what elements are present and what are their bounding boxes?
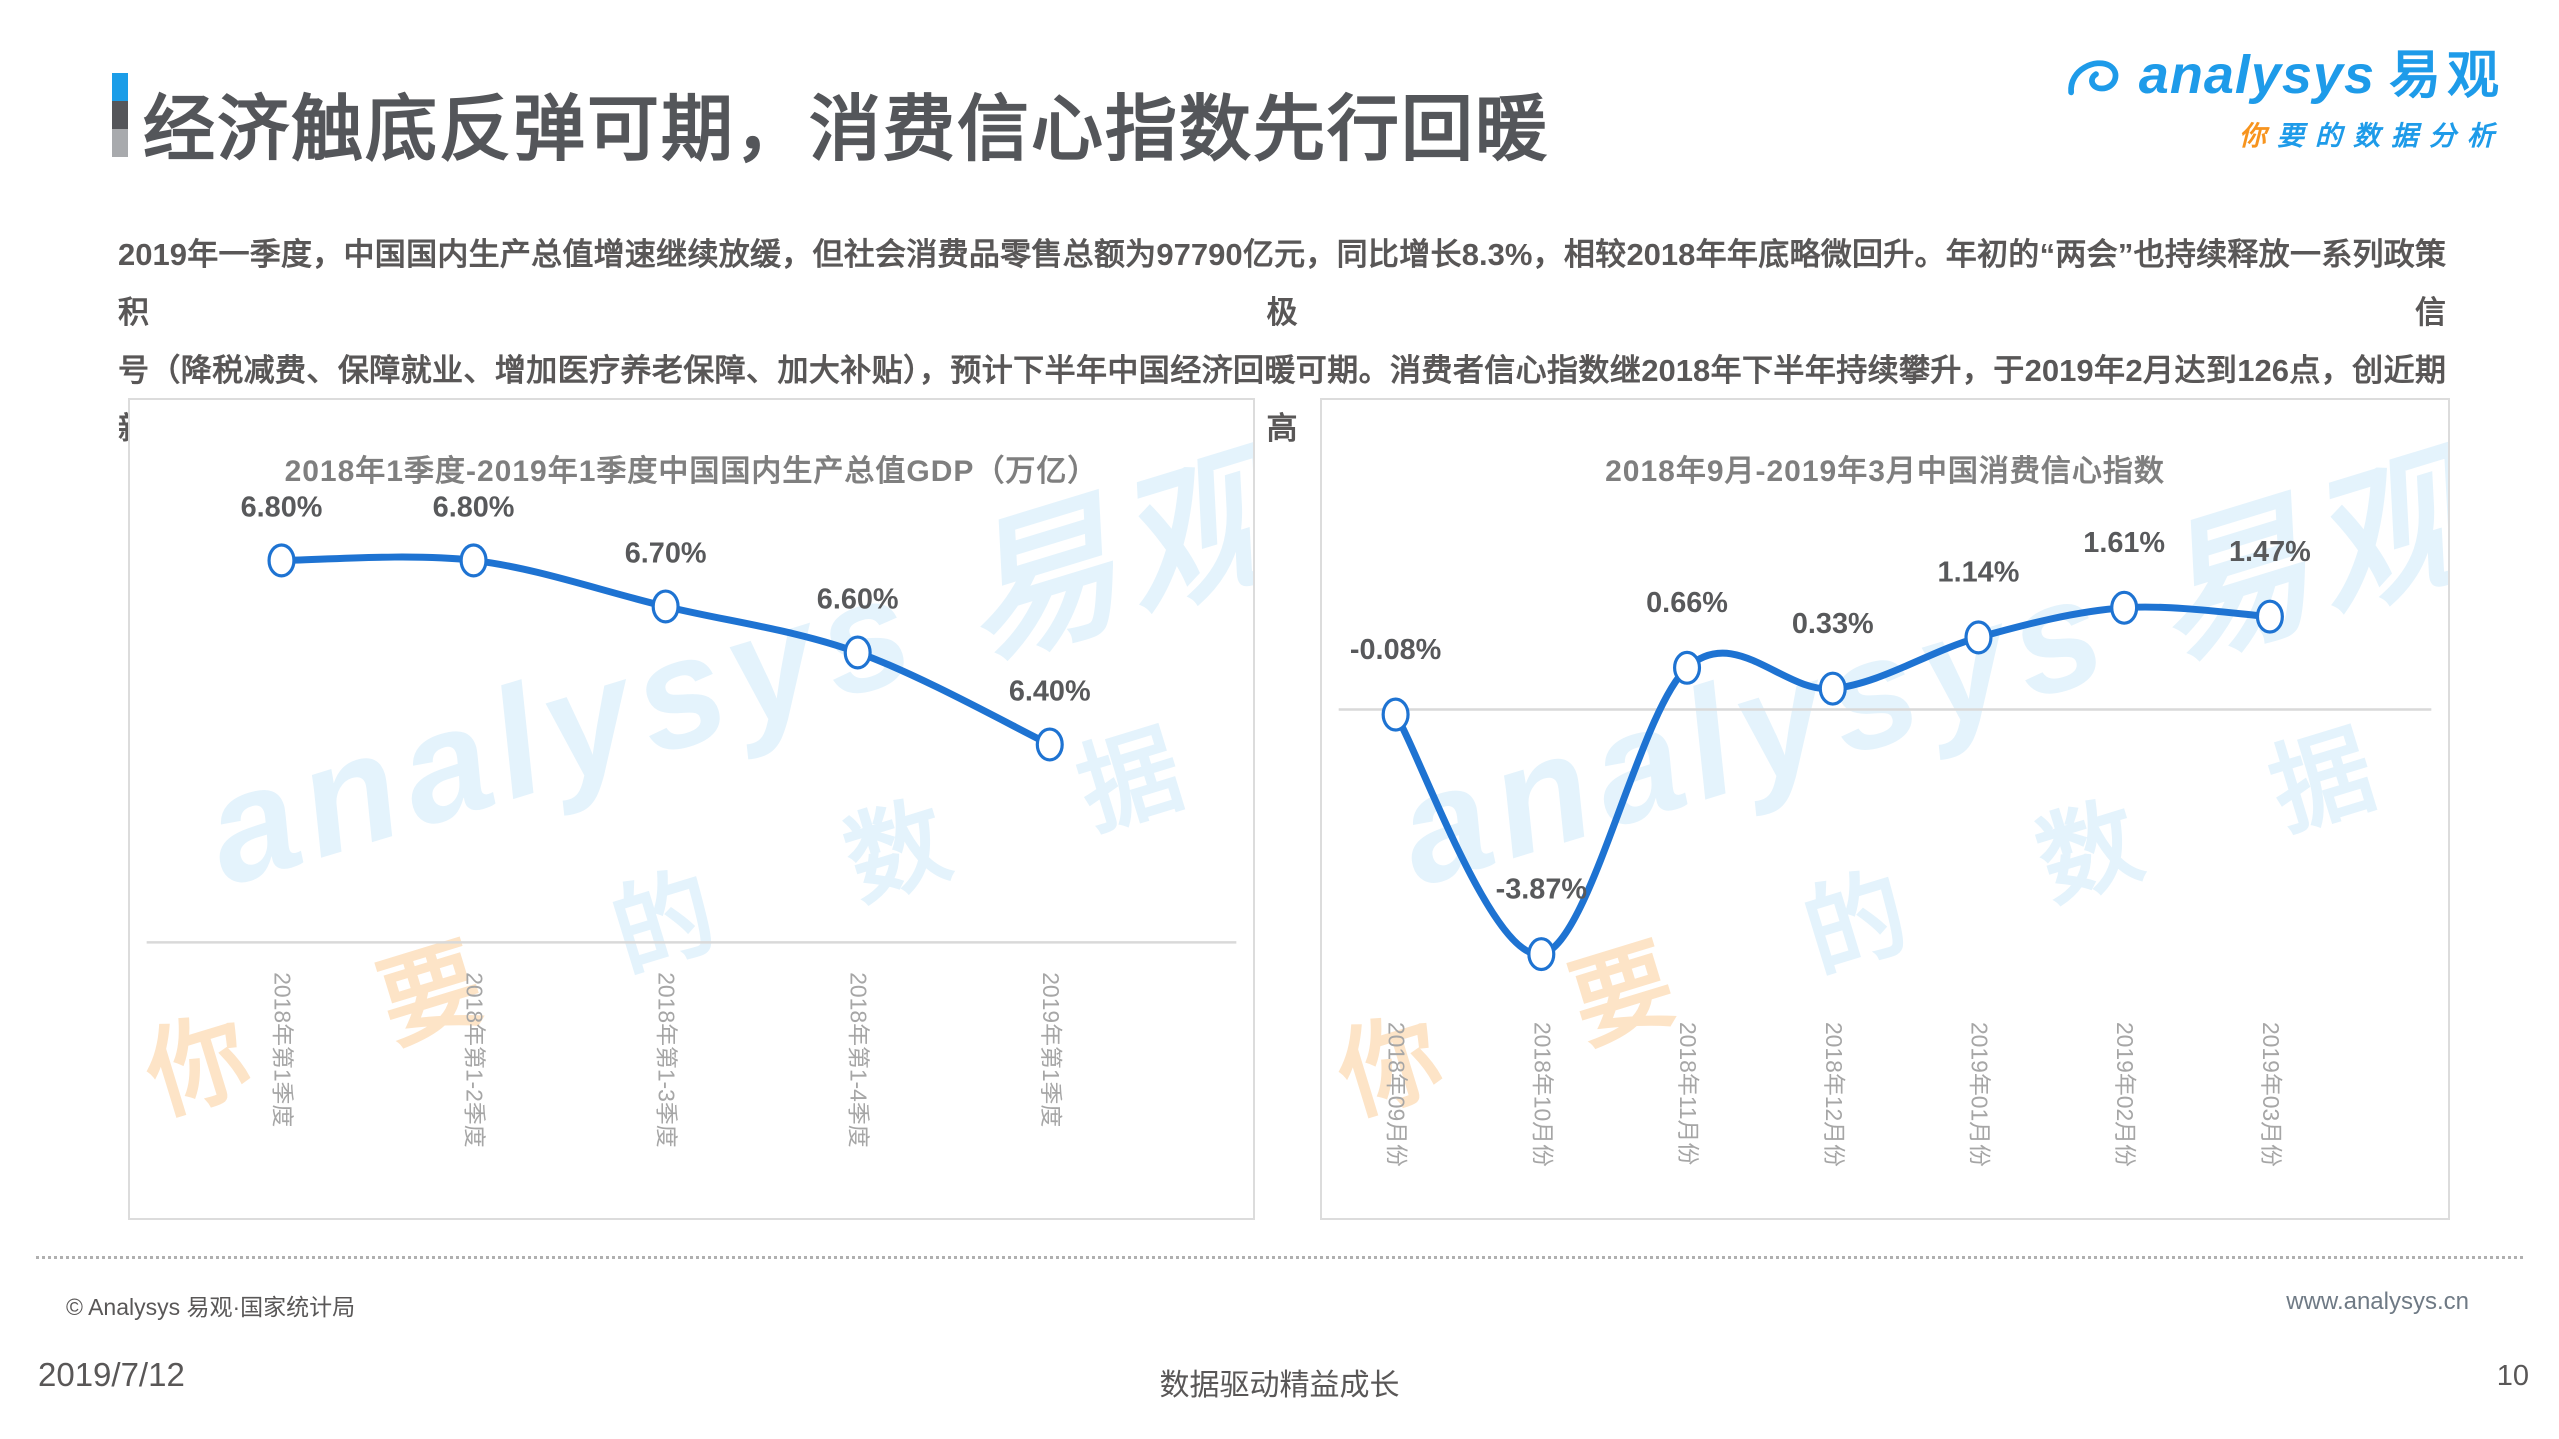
data-point-marker (2255, 599, 2284, 634)
data-point-label: 6.60% (817, 584, 899, 616)
data-point-label: -3.87% (1496, 873, 1587, 905)
x-axis-label: 2019年02月份 (2112, 1022, 2138, 1167)
data-point-marker (459, 543, 488, 578)
x-axis-label: 2019年01月份 (1967, 1022, 1993, 1167)
data-point-label: 6.40% (1009, 676, 1091, 708)
data-point-label: 6.70% (625, 538, 707, 570)
gdp-line-chart: 6.80% 6.80% 6.70% 6.60% 6.40% 2018年第1季度 2018年第… (146, 492, 1237, 1148)
logo-tagline: 你要的数据分析 (2067, 114, 2505, 153)
footer-source: © Analysys 易观·国家统计局 (66, 1294, 356, 1320)
data-point-marker (1527, 937, 1556, 972)
data-point-label: 0.33% (1792, 608, 1874, 640)
page-title: 经济触底反弹可期，消费信心指数先行回暖 (143, 90, 1550, 170)
data-point-marker (651, 589, 680, 624)
data-point-marker (843, 635, 872, 670)
accent-segment-dark (112, 101, 128, 129)
data-point-marker (1818, 671, 1847, 706)
x-axis-label: 2019年第1季度 (1038, 972, 1064, 1127)
data-point-label: 1.47% (2229, 536, 2311, 568)
x-axis-label: 2019年03月份 (2258, 1022, 2284, 1167)
x-axis-label: 2018年10月份 (1529, 1022, 1555, 1167)
footer-divider (36, 1256, 2523, 1259)
data-point-marker (1035, 727, 1064, 762)
logo-tagline-rest: 要的数据分析 (2277, 121, 2505, 151)
analysys-logo: analysys 易观 你要的数据分析 (2067, 48, 2505, 153)
accent-segment-light (112, 129, 128, 157)
intro-line-1: 2019年一季度，中国国内生产总值增速继续放缓，但社会消费品零售总额为97790… (118, 237, 2446, 330)
x-axis-label: 2018年12月份 (1821, 1022, 1847, 1167)
logo-swoosh-icon (2068, 60, 2119, 96)
accent-segment-blue (112, 73, 128, 101)
x-axis-label: 2018年第1-2季度 (462, 972, 488, 1147)
data-point-marker (267, 543, 296, 578)
logo-brand-script: analysys (2138, 45, 2375, 105)
data-point-label: 6.80% (433, 492, 515, 524)
series-line (278, 553, 1054, 748)
data-point-label: -0.08% (1350, 634, 1441, 666)
data-point-marker (1964, 620, 1993, 655)
gdp-chart-title: 2018年1季度-2019年1季度中国国内生产总值GDP（万亿） (284, 455, 1099, 488)
cci-chart-title: 2018年9月-2019年3月中国消费信心指数 (1605, 455, 2165, 488)
x-axis-label: 2018年第1-3季度 (654, 972, 680, 1147)
x-axis-label: 2018年09月份 (1384, 1022, 1410, 1167)
footer-website: www.analysys.cn (2286, 1288, 2469, 1315)
cci-chart-card: analysys 易观 你 要 的 数 据 分 析 2018年9月-2019年3… (1320, 398, 2450, 1220)
title-accent-bar (112, 73, 128, 157)
cci-line-chart: -0.08% -3.87% 0.66% 0.33% 1.14% 1.61% 1.47% 201… (1338, 527, 2432, 1167)
data-point-label: 0.66% (1646, 587, 1728, 619)
data-point-marker (1673, 650, 1702, 685)
x-axis-label: 2018年第1-4季度 (846, 972, 872, 1147)
data-point-marker (1381, 697, 1410, 732)
x-axis-label: 2018年11月份 (1675, 1022, 1701, 1165)
data-point-label: 1.14% (1938, 557, 2020, 589)
logo-brand-cn: 易观 (2388, 47, 2505, 105)
x-axis-label: 2018年第1季度 (270, 972, 296, 1127)
gdp-chart-card: analysys 易观 你 要 的 数 据 分 析 2018年1季度-2019年… (128, 398, 1255, 1220)
footer-slogan: 数据驱动精益成长 (1159, 1369, 1400, 1402)
logo-tagline-first-char: 你 (2239, 121, 2277, 151)
data-point-marker (2110, 590, 2139, 625)
data-point-label: 6.80% (241, 492, 323, 524)
data-point-label: 1.61% (2083, 527, 2165, 559)
page-number: 10 (2496, 1360, 2529, 1392)
footer-date: 2019/7/12 (38, 1356, 185, 1393)
